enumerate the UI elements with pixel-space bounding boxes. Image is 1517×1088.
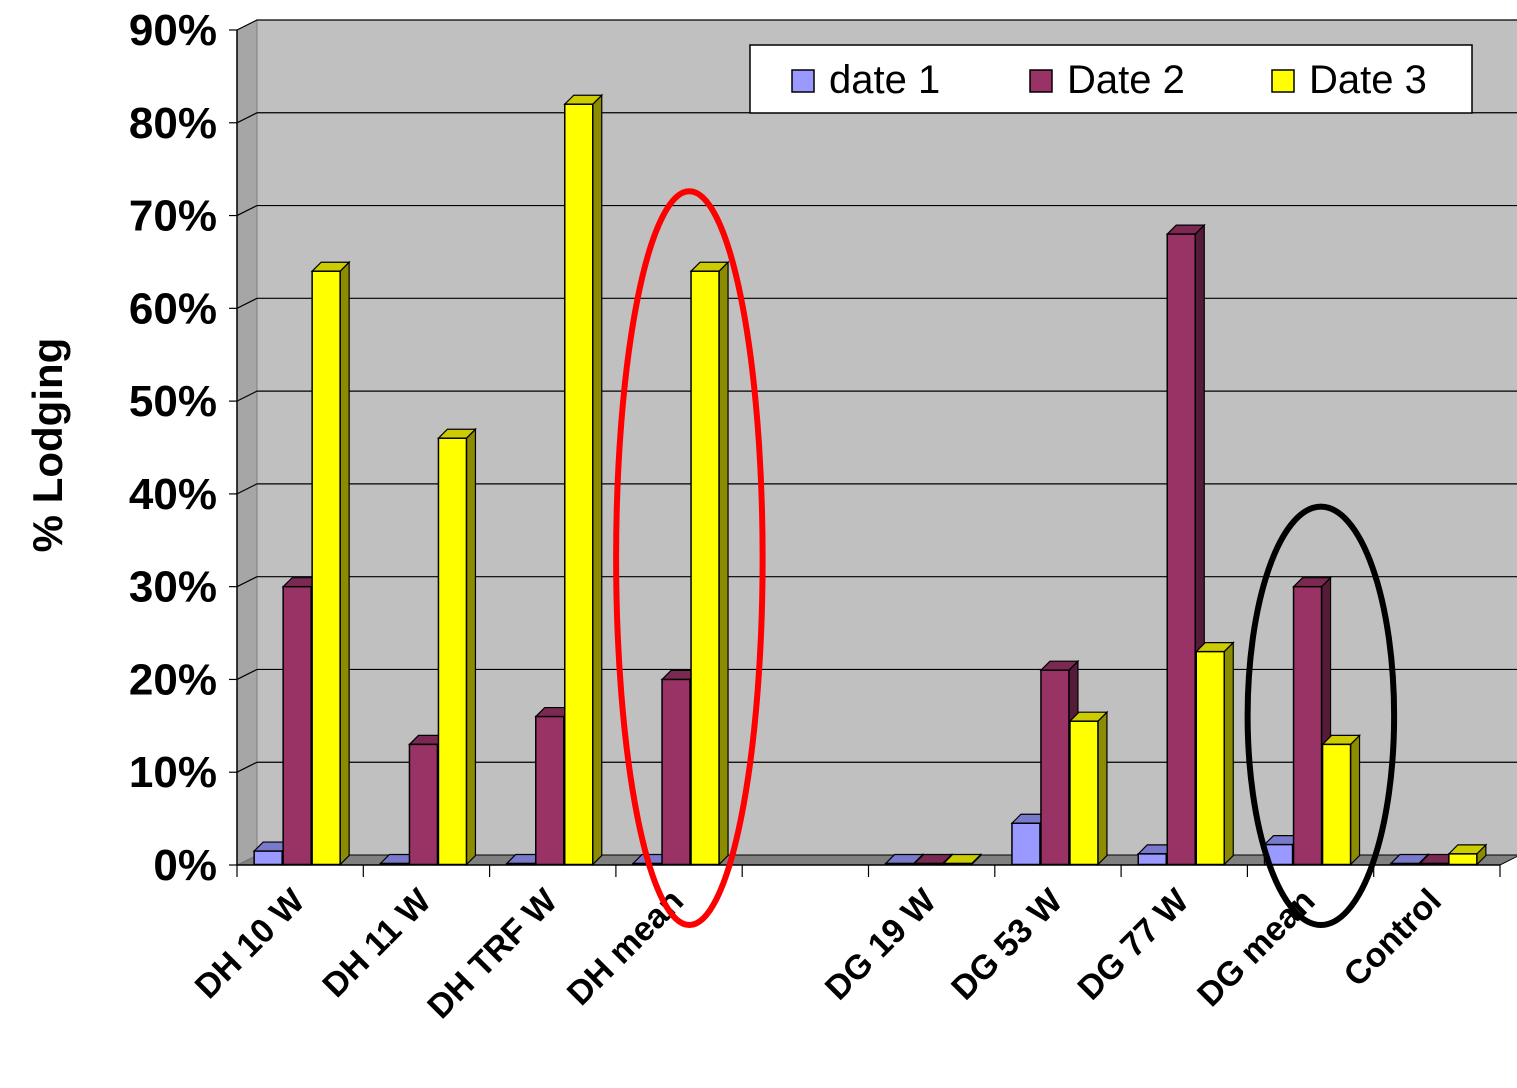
y-tick-label: 90% xyxy=(129,6,217,55)
x-category-label: DH 11 W xyxy=(315,881,439,1005)
bar-front xyxy=(437,437,468,866)
legend-item-date-1: date 1 xyxy=(791,58,940,102)
bar-front xyxy=(690,270,720,866)
gridline xyxy=(236,483,1517,495)
bar-side xyxy=(592,93,603,866)
bar-side xyxy=(465,427,477,866)
bar-front xyxy=(1321,743,1352,866)
highlight-ellipse xyxy=(1244,503,1398,928)
bar-front xyxy=(535,715,565,866)
bar-side xyxy=(339,260,350,866)
bar-date-3 xyxy=(1068,710,1109,866)
bar-date-3 xyxy=(1194,641,1235,866)
bar-front xyxy=(661,678,691,866)
legend-swatch xyxy=(1271,69,1295,93)
bar-front xyxy=(913,862,944,866)
y-tick-label: 40% xyxy=(129,470,217,519)
bar-front xyxy=(1195,650,1225,866)
bar-front xyxy=(282,585,312,866)
bar-front xyxy=(1448,853,1478,866)
legend-swatch xyxy=(1029,69,1053,93)
bar-front xyxy=(1040,669,1070,866)
bar-front xyxy=(1069,720,1099,866)
bar-date-2 xyxy=(534,706,575,866)
x-category-label: DH mean xyxy=(560,882,691,1013)
gridline xyxy=(236,576,1517,588)
y-tick-label: 50% xyxy=(129,377,217,426)
highlight-ellipse xyxy=(613,188,766,928)
bar-date-3 xyxy=(689,260,730,866)
bar-date-2 xyxy=(1292,576,1332,866)
bar-front xyxy=(1419,862,1449,866)
legend: date 1 Date 2 Date 3 xyxy=(749,44,1473,114)
x-category-label: DH 10 W xyxy=(188,881,313,1006)
legend-item-date-3: Date 3 xyxy=(1271,58,1427,102)
bar-date-3 xyxy=(942,853,983,866)
bar-side xyxy=(1097,710,1108,866)
gridline xyxy=(236,297,1517,309)
legend-swatch xyxy=(791,69,815,93)
bar-front xyxy=(942,862,973,866)
bar-date-3 xyxy=(310,260,351,866)
x-category-label: DG 19 W xyxy=(818,881,944,1007)
y-tick-label: 30% xyxy=(129,563,217,612)
bars xyxy=(252,93,1488,866)
bar-front xyxy=(408,743,439,866)
y-tick-label: 0% xyxy=(153,841,217,890)
bar-front xyxy=(1390,862,1420,866)
bar-front xyxy=(253,850,283,866)
bar-side xyxy=(1349,733,1361,866)
bar-front xyxy=(1011,822,1041,866)
y-tick-label: 20% xyxy=(129,655,217,704)
gridline xyxy=(236,390,1517,402)
bar-side xyxy=(718,260,729,866)
gridline xyxy=(236,204,1517,217)
y-axis-label: % Lodging xyxy=(24,338,71,553)
legend-item-date-2: Date 2 xyxy=(1029,58,1185,102)
x-category-label: DG 77 W xyxy=(1070,881,1196,1007)
bar-front xyxy=(884,862,915,866)
legend-label: Date 3 xyxy=(1309,58,1427,102)
bar-date-3 xyxy=(1447,843,1488,866)
x-category-label: DG 53 W xyxy=(944,881,1070,1007)
bar-date-3 xyxy=(1321,733,1361,866)
bar-front xyxy=(506,862,536,866)
annotations xyxy=(613,188,1398,928)
y-tick-label: 70% xyxy=(129,192,217,241)
plot-side-wall xyxy=(236,19,258,866)
bar-date-3 xyxy=(437,427,477,866)
x-category-label: DH TRF W xyxy=(420,881,565,1026)
bar-front xyxy=(311,270,341,866)
bar-date-3 xyxy=(563,93,604,866)
y-tick-label: 60% xyxy=(129,284,217,333)
bar-front xyxy=(1292,585,1323,866)
bar-front xyxy=(564,103,594,866)
y-tick-label: 80% xyxy=(129,99,217,148)
bar-side xyxy=(1223,641,1234,866)
gridline xyxy=(236,19,1517,31)
bar-front xyxy=(1137,853,1167,866)
y-tick-label: 10% xyxy=(129,748,217,797)
x-category-label: DG mean xyxy=(1190,882,1322,1014)
gridline xyxy=(236,668,1517,680)
bar-front xyxy=(1166,233,1196,866)
bar-front xyxy=(379,862,410,866)
legend-label: Date 2 xyxy=(1067,58,1185,102)
legend-box xyxy=(749,44,1473,114)
legend-label: date 1 xyxy=(829,58,940,102)
